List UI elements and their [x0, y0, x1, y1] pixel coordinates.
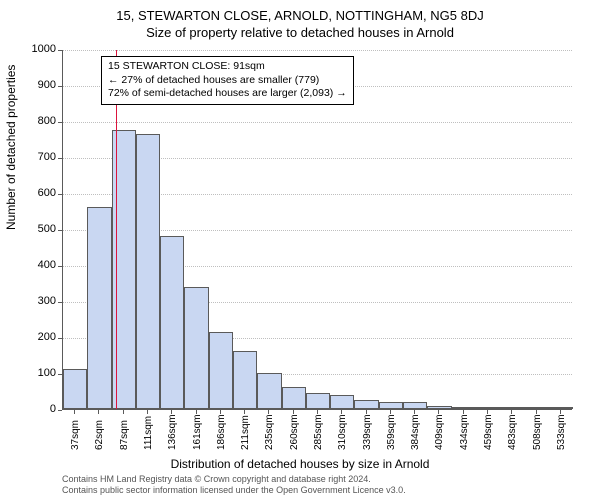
xtick-label: 285sqm	[313, 414, 324, 450]
ytick-mark	[58, 266, 62, 267]
ytick-mark	[58, 50, 62, 51]
xtick-mark	[123, 410, 124, 414]
gridline	[63, 50, 572, 51]
xtick-label: 508sqm	[532, 414, 543, 450]
xtick-mark	[463, 410, 464, 414]
ytick-mark	[58, 194, 62, 195]
ytick-mark	[58, 158, 62, 159]
histogram-bar	[403, 402, 427, 409]
xtick-mark	[390, 410, 391, 414]
callout-line3: 72% of semi-detached houses are larger (…	[108, 87, 347, 101]
xtick-label: 533sqm	[556, 414, 567, 450]
chart-subtitle: Size of property relative to detached ho…	[0, 23, 600, 40]
xtick-label: 161sqm	[192, 414, 203, 450]
histogram-bar	[282, 387, 306, 409]
xtick-mark	[341, 410, 342, 414]
plot-area: 15 STEWARTON CLOSE: 91sqm ← 27% of detac…	[62, 50, 572, 410]
xtick-label: 111sqm	[143, 416, 154, 450]
gridline	[63, 122, 572, 123]
histogram-bar	[87, 207, 111, 409]
ytick-mark	[58, 410, 62, 411]
callout-line2: ← 27% of detached houses are smaller (77…	[108, 74, 347, 88]
xtick-label: 339sqm	[362, 414, 373, 450]
xtick-label: 235sqm	[264, 414, 275, 450]
histogram-bar	[549, 407, 573, 409]
xtick-mark	[317, 410, 318, 414]
ytick-label: 400	[16, 259, 56, 271]
histogram-bar	[184, 287, 208, 409]
ytick-mark	[58, 86, 62, 87]
xtick-label: 136sqm	[167, 414, 178, 450]
callout-line1: 15 STEWARTON CLOSE: 91sqm	[108, 60, 347, 74]
histogram-bar	[354, 400, 378, 409]
callout-box: 15 STEWARTON CLOSE: 91sqm ← 27% of detac…	[101, 56, 354, 105]
xtick-label: 409sqm	[434, 414, 445, 450]
ytick-label: 1000	[16, 43, 56, 55]
ytick-mark	[58, 374, 62, 375]
xtick-mark	[293, 410, 294, 414]
x-axis-label: Distribution of detached houses by size …	[0, 457, 600, 471]
ytick-label: 700	[16, 151, 56, 163]
histogram-bar	[257, 373, 281, 409]
histogram-bar	[524, 407, 548, 409]
ytick-label: 500	[16, 223, 56, 235]
xtick-label: 310sqm	[337, 414, 348, 450]
xtick-mark	[171, 410, 172, 414]
ytick-mark	[58, 230, 62, 231]
ytick-label: 900	[16, 79, 56, 91]
xtick-label: 434sqm	[459, 414, 470, 450]
histogram-bar	[112, 130, 136, 409]
xtick-mark	[268, 410, 269, 414]
xtick-label: 211sqm	[240, 415, 251, 450]
xtick-mark	[511, 410, 512, 414]
histogram-bar	[500, 407, 524, 409]
footer-line2: Contains public sector information licen…	[62, 485, 406, 496]
ytick-label: 200	[16, 331, 56, 343]
xtick-label: 483sqm	[507, 414, 518, 450]
histogram-bar	[63, 369, 87, 409]
xtick-mark	[414, 410, 415, 414]
histogram-bar	[160, 236, 184, 409]
ytick-label: 0	[16, 403, 56, 415]
histogram-bar	[476, 407, 500, 409]
ytick-mark	[58, 338, 62, 339]
ytick-mark	[58, 302, 62, 303]
xtick-mark	[74, 410, 75, 414]
xtick-mark	[98, 410, 99, 414]
histogram-bar	[136, 134, 160, 409]
histogram-bar	[209, 332, 233, 409]
ytick-label: 600	[16, 187, 56, 199]
xtick-mark	[196, 410, 197, 414]
xtick-mark	[536, 410, 537, 414]
xtick-label: 87sqm	[119, 420, 130, 450]
histogram-bar	[379, 402, 403, 409]
footer-line1: Contains HM Land Registry data © Crown c…	[62, 474, 406, 485]
ytick-label: 300	[16, 295, 56, 307]
xtick-label: 260sqm	[289, 414, 300, 450]
xtick-label: 37sqm	[70, 420, 81, 450]
xtick-label: 62sqm	[94, 420, 105, 450]
xtick-label: 459sqm	[483, 414, 494, 450]
histogram-bar	[306, 393, 330, 409]
xtick-mark	[366, 410, 367, 414]
xtick-mark	[560, 410, 561, 414]
ytick-label: 800	[16, 115, 56, 127]
xtick-mark	[244, 410, 245, 414]
xtick-label: 186sqm	[216, 414, 227, 450]
footer: Contains HM Land Registry data © Crown c…	[62, 474, 406, 496]
histogram-bar	[427, 406, 451, 409]
xtick-mark	[438, 410, 439, 414]
xtick-mark	[220, 410, 221, 414]
xtick-mark	[487, 410, 488, 414]
histogram-bar	[330, 395, 354, 409]
xtick-label: 359sqm	[386, 414, 397, 450]
histogram-bar	[452, 407, 476, 409]
ytick-label: 100	[16, 367, 56, 379]
chart-title: 15, STEWARTON CLOSE, ARNOLD, NOTTINGHAM,…	[0, 0, 600, 23]
ytick-mark	[58, 122, 62, 123]
xtick-mark	[147, 410, 148, 414]
xtick-label: 384sqm	[410, 414, 421, 450]
histogram-bar	[233, 351, 257, 409]
